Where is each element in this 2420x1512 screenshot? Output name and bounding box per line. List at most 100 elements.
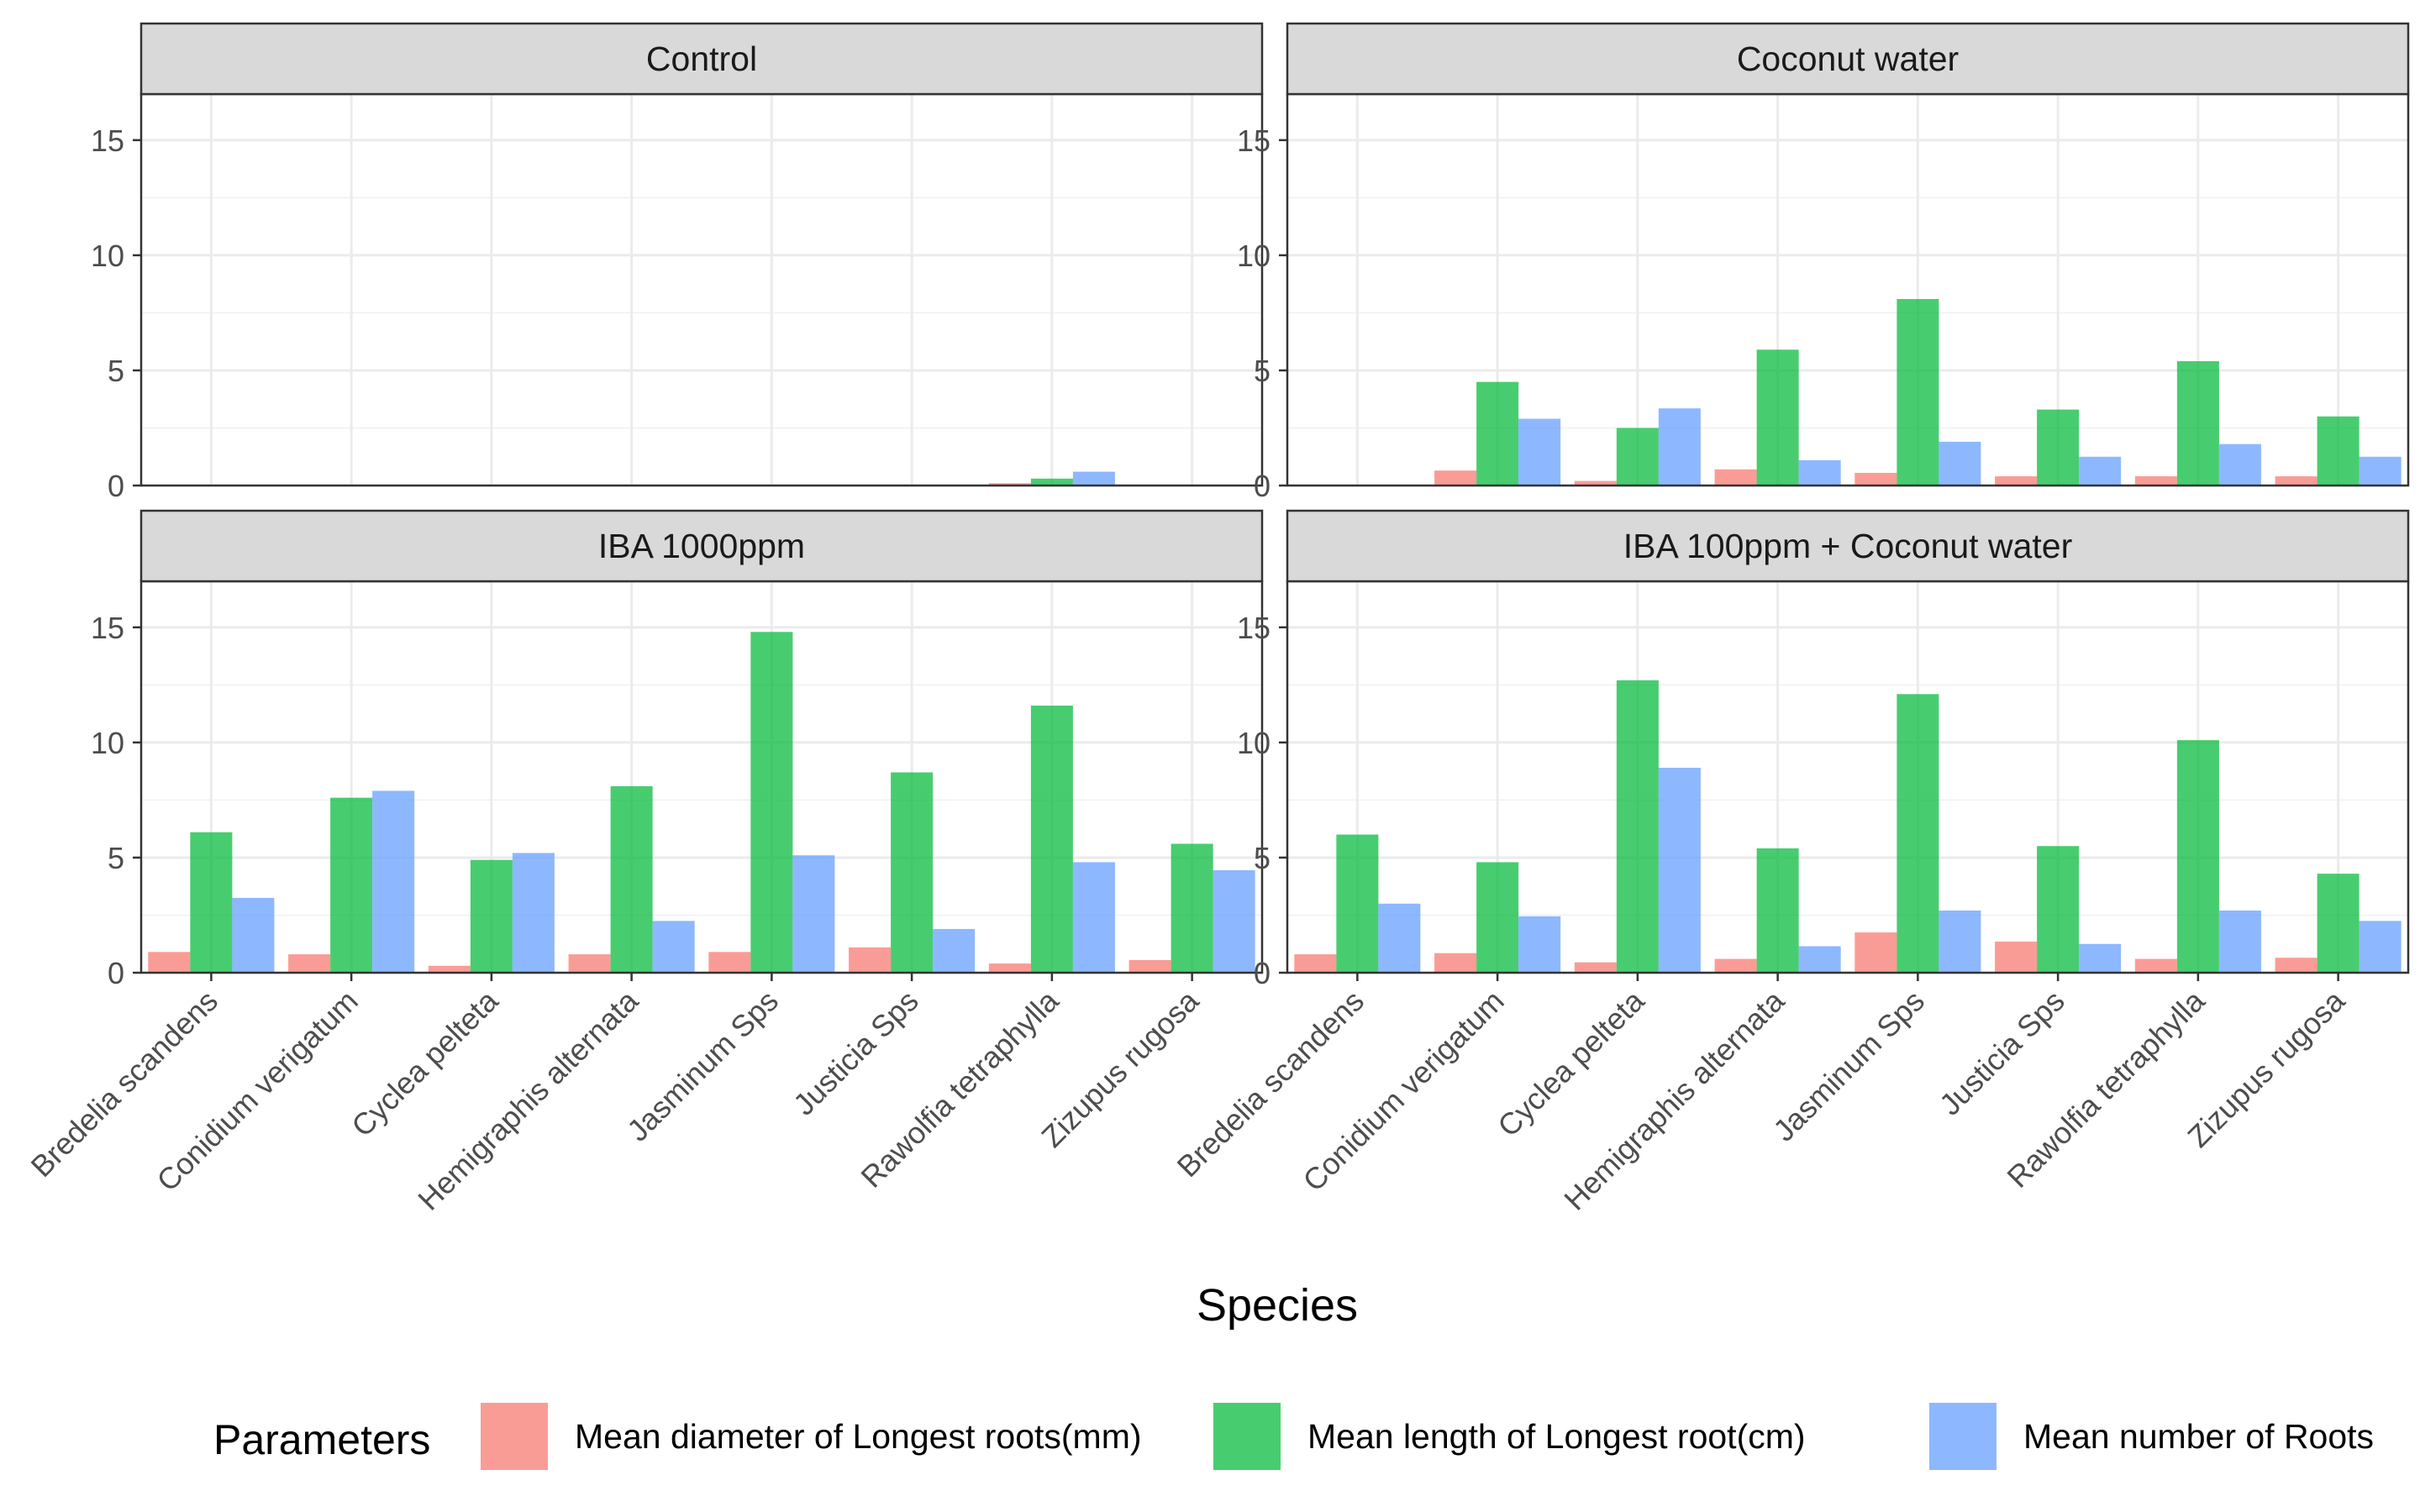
bar xyxy=(1995,941,2038,973)
bar xyxy=(1897,694,1939,973)
legend-key xyxy=(1213,1403,1281,1470)
bar xyxy=(2079,943,2122,973)
bar xyxy=(1574,480,1617,486)
panel-background xyxy=(1287,581,2408,973)
y-tick-label: 15 xyxy=(91,611,124,645)
facet-panel: Control 0 5 10 15 xyxy=(91,22,1264,503)
x-tick-label: Jasminum Sps xyxy=(1766,984,1931,1148)
y-tick-label: 5 xyxy=(1254,841,1270,875)
x-tick-label: Cyclea pelteta xyxy=(1491,983,1651,1143)
bar xyxy=(148,952,191,973)
legend-title: Parameters xyxy=(213,1416,430,1463)
bar xyxy=(1658,408,1701,486)
bar xyxy=(2134,958,2177,973)
bar xyxy=(1171,843,1213,973)
facet-strip xyxy=(139,509,1264,583)
legend-key xyxy=(1929,1403,1996,1470)
y-tick-label: 5 xyxy=(1254,354,1270,388)
bar xyxy=(1072,471,1115,486)
bar xyxy=(1030,478,1073,486)
bar xyxy=(2218,910,2261,973)
bar xyxy=(2317,416,2360,486)
bar xyxy=(2275,958,2317,973)
bar xyxy=(2037,846,2080,973)
bar xyxy=(1128,959,1171,973)
bar xyxy=(288,954,331,973)
bar xyxy=(1336,834,1379,973)
y-tick-label: 10 xyxy=(1237,239,1270,273)
bar xyxy=(1897,298,1939,486)
bar xyxy=(933,928,976,973)
bar xyxy=(232,897,275,973)
y-tick-label: 0 xyxy=(108,469,124,503)
bar xyxy=(2359,456,2402,486)
facet-title: IBA 1000ppm xyxy=(598,527,805,565)
panel-background xyxy=(141,94,1262,486)
bar xyxy=(1518,916,1561,973)
facet-title: IBA 100ppm + Coconut water xyxy=(1623,527,2072,565)
bar xyxy=(2218,444,2261,486)
bar xyxy=(652,921,695,973)
bar xyxy=(1518,418,1561,486)
bar xyxy=(470,859,513,973)
bar xyxy=(1756,848,1799,973)
bar xyxy=(988,963,1031,973)
facet-strip xyxy=(1286,509,2410,583)
bar xyxy=(190,832,233,973)
bar xyxy=(2134,476,2177,486)
legend-key xyxy=(481,1403,548,1470)
facet-panel: Coconut water 0 5 10 15 xyxy=(1237,22,2410,503)
legend-label: Mean diameter of Longest roots(mm) xyxy=(575,1417,1142,1456)
bar xyxy=(1434,953,1477,973)
facet-panels: Control 0 5 10 15 Coconut water 0 5 10 15 IBA 1000… xyxy=(24,22,2410,1217)
bar xyxy=(330,797,373,973)
bar xyxy=(1854,932,1897,973)
bar xyxy=(1854,472,1897,486)
bar xyxy=(1574,962,1617,973)
y-tick-label: 0 xyxy=(108,956,124,990)
bar xyxy=(428,965,471,973)
bar xyxy=(2037,409,2080,486)
x-tick-label: Jasminum Sps xyxy=(620,984,785,1148)
y-tick-label: 10 xyxy=(91,239,124,273)
facet-title: Control xyxy=(646,39,757,78)
bar xyxy=(610,785,653,973)
facet-title: Coconut water xyxy=(1737,39,1959,78)
bar xyxy=(750,632,793,973)
y-tick-label: 10 xyxy=(1237,726,1270,760)
bar xyxy=(1213,870,1255,973)
bar xyxy=(1798,946,1841,973)
y-tick-label: 5 xyxy=(108,841,124,875)
bar xyxy=(2275,476,2317,486)
bar xyxy=(372,790,415,973)
bar xyxy=(1756,349,1799,486)
bar xyxy=(2079,456,2122,486)
x-axis-title: Species xyxy=(1197,1280,1358,1331)
x-tick-label: Cyclea pelteta xyxy=(345,983,505,1143)
panel-background xyxy=(1287,94,2408,486)
bar xyxy=(1714,958,1757,973)
bar xyxy=(2317,874,2360,973)
bar xyxy=(1030,706,1073,973)
legend-label: Mean length of Longest root(cm) xyxy=(1307,1417,1806,1456)
y-tick-label: 0 xyxy=(1254,956,1270,990)
bar xyxy=(988,483,1031,486)
bar xyxy=(1616,680,1659,973)
bar xyxy=(2359,921,2402,973)
bar xyxy=(792,855,835,973)
bar xyxy=(2176,360,2219,486)
bar xyxy=(1714,469,1757,486)
bar xyxy=(568,954,611,973)
bar xyxy=(1939,910,1981,973)
bar xyxy=(708,952,751,973)
bar xyxy=(1294,954,1337,973)
bar xyxy=(1476,381,1519,486)
y-tick-label: 15 xyxy=(1237,611,1270,645)
bar xyxy=(891,772,934,973)
bar xyxy=(1434,470,1477,486)
y-tick-label: 15 xyxy=(1237,123,1270,158)
bar xyxy=(512,853,555,973)
bar xyxy=(1616,428,1659,486)
legend: Parameters Mean diameter of Longest root… xyxy=(213,1403,2374,1470)
